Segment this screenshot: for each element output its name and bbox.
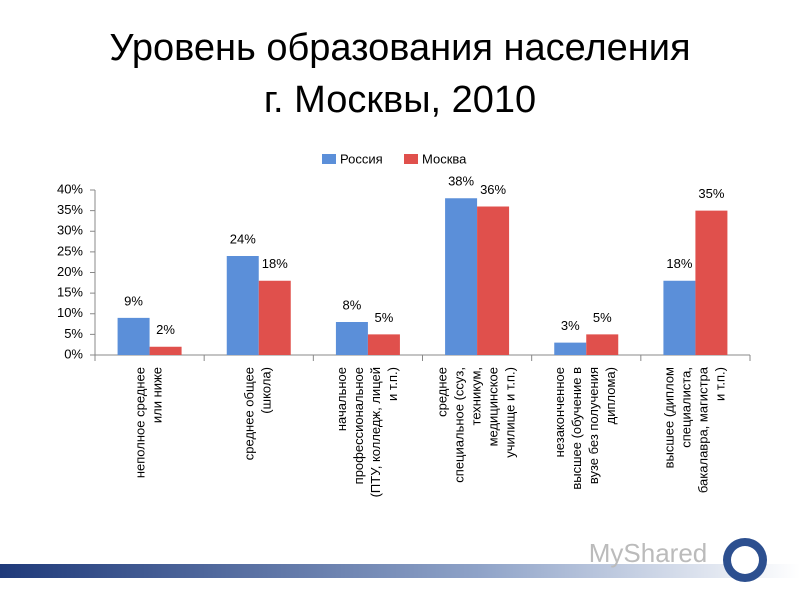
x-tick-label: начальное — [334, 367, 349, 431]
value-label: 5% — [375, 310, 394, 325]
y-tick-label: 30% — [57, 223, 83, 238]
value-label: 35% — [698, 186, 724, 201]
x-tick-label: медицинское — [486, 367, 501, 446]
legend-swatch — [322, 154, 336, 164]
x-tick-label: и т.п.) — [385, 367, 400, 401]
x-tick-label: специальное (ссуз, — [452, 367, 467, 483]
x-tick-label: вузе без получения — [586, 367, 601, 484]
value-label: 36% — [480, 182, 506, 197]
bar — [149, 346, 182, 355]
bar — [367, 334, 400, 355]
value-label: 9% — [124, 293, 143, 308]
y-tick-label: 0% — [64, 346, 83, 361]
x-tick-label: среднее общее — [242, 367, 257, 460]
bar — [445, 198, 478, 355]
x-tick-label: высшее (обучение в — [569, 367, 584, 490]
bar — [335, 322, 368, 355]
bar — [226, 256, 259, 355]
x-tick-label: неполное среднее — [133, 367, 148, 478]
bar — [695, 210, 728, 355]
logo-inner — [731, 546, 759, 574]
x-tick-label: училище и т.п.) — [503, 367, 518, 458]
y-tick-label: 40% — [57, 181, 83, 196]
x-tick-label: среднее — [435, 367, 450, 417]
x-tick-label: специалиста, — [678, 367, 693, 448]
x-tick-label: диплома) — [603, 367, 618, 424]
bar — [586, 334, 619, 355]
x-tick-label: техникум, — [469, 367, 484, 425]
watermark: MyShared — [589, 538, 708, 568]
value-label: 24% — [230, 231, 256, 246]
legend-swatch — [404, 154, 418, 164]
value-label: 5% — [593, 310, 612, 325]
chart-title: г. Москвы, 2010 — [264, 79, 536, 121]
value-label: 18% — [262, 256, 288, 271]
x-tick-label: (ПТУ, колледж, лицей — [368, 367, 383, 497]
y-tick-label: 5% — [64, 326, 83, 341]
value-label: 8% — [343, 297, 362, 312]
x-tick-label: высшее (диплом — [661, 367, 676, 468]
chart-title: Уровень образования населения — [109, 27, 690, 69]
value-label: 3% — [561, 318, 580, 333]
y-tick-label: 35% — [57, 202, 83, 217]
bar — [477, 206, 510, 355]
value-label: 2% — [156, 322, 175, 337]
y-tick-label: 25% — [57, 243, 83, 258]
legend-label: Москва — [422, 151, 467, 166]
x-tick-label: профессиональное — [351, 367, 366, 484]
value-label: 18% — [666, 256, 692, 271]
value-label: 38% — [448, 174, 474, 189]
bar — [117, 317, 150, 355]
bar — [663, 280, 696, 355]
legend-label: Россия — [340, 151, 383, 166]
bar — [258, 280, 291, 355]
y-tick-label: 20% — [57, 264, 83, 279]
x-tick-label: и т.п.) — [712, 367, 727, 401]
y-tick-label: 10% — [57, 305, 83, 320]
x-tick-label: незаконченное — [552, 367, 567, 457]
x-tick-label: или ниже — [150, 367, 165, 423]
footer-stripe — [0, 564, 800, 578]
bar — [554, 342, 587, 355]
x-tick-label: (школа) — [259, 367, 274, 414]
y-tick-label: 15% — [57, 285, 83, 300]
x-tick-label: бакалавра, магистра — [695, 366, 710, 493]
